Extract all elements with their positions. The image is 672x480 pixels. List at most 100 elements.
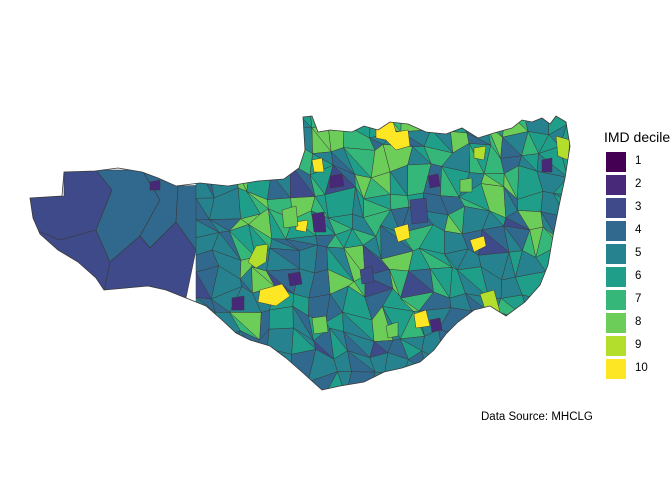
map-region — [482, 329, 511, 348]
legend-swatch-3 — [605, 197, 627, 219]
map-region — [195, 123, 214, 146]
map-region — [195, 318, 215, 342]
map-region — [507, 346, 530, 380]
legend-swatch-10 — [605, 358, 627, 380]
map-region — [268, 306, 294, 330]
legend-item: 10 — [605, 358, 672, 380]
legend-swatch-2 — [605, 174, 627, 196]
legend-label-1: 1 — [635, 155, 642, 167]
map-region — [500, 375, 522, 390]
map-region — [554, 327, 570, 363]
map-region — [240, 116, 256, 134]
map-region — [295, 219, 309, 233]
map-region — [195, 335, 210, 364]
legend-swatch-1 — [605, 151, 627, 173]
map-region — [230, 348, 252, 377]
map-region — [427, 173, 441, 189]
map-region — [232, 373, 259, 390]
legend-label-4: 4 — [635, 224, 642, 236]
map-region — [326, 116, 345, 125]
map-region — [195, 358, 211, 384]
map-region — [535, 348, 569, 375]
map-region — [232, 373, 260, 390]
data-source-caption: Data Source: MHCLG — [481, 411, 593, 423]
legend-item: 9 — [605, 335, 672, 357]
map-region — [385, 321, 399, 339]
map-region — [545, 373, 569, 390]
map-region — [429, 317, 443, 333]
map-region — [465, 351, 488, 376]
map-region — [195, 311, 216, 342]
map-region — [246, 348, 281, 379]
map-region — [253, 131, 274, 156]
map-region — [247, 243, 269, 269]
map-region — [504, 375, 530, 390]
legend-item: 3 — [605, 197, 672, 219]
map-region — [459, 373, 487, 390]
map-region — [447, 373, 467, 390]
map-region — [481, 346, 509, 377]
map-region — [255, 116, 275, 138]
legend-item: 7 — [605, 289, 672, 311]
map-region — [469, 235, 487, 253]
legend-label-5: 5 — [635, 247, 642, 259]
map-region — [208, 340, 231, 364]
map-region — [293, 125, 313, 155]
map-region — [559, 279, 570, 296]
map-region — [195, 116, 217, 130]
map-region — [400, 374, 428, 390]
map-region — [529, 318, 542, 334]
map-region — [465, 373, 488, 390]
map-region — [413, 309, 431, 329]
map-region — [559, 307, 570, 329]
map-region — [281, 205, 299, 229]
legend-item: 4 — [605, 220, 672, 242]
map-region — [246, 375, 281, 390]
legend-swatch-8 — [605, 312, 627, 334]
legend-swatch-7 — [605, 289, 627, 311]
map-region — [535, 331, 564, 350]
map-region — [559, 373, 570, 390]
map-region — [384, 371, 406, 390]
map-region — [209, 373, 235, 390]
map-region — [212, 123, 234, 150]
map-region — [195, 142, 214, 172]
map-region — [535, 294, 562, 320]
legend-swatch-5 — [605, 243, 627, 265]
map-region — [329, 173, 345, 189]
map-region — [270, 147, 291, 175]
map-region — [504, 346, 530, 379]
map-region — [213, 330, 241, 363]
map-region — [540, 317, 556, 335]
map-region — [393, 223, 411, 243]
map-region — [465, 356, 488, 376]
map-region — [443, 356, 467, 379]
map-region — [254, 116, 274, 138]
map-region — [232, 132, 255, 156]
map-region — [409, 197, 429, 225]
map-region — [212, 116, 237, 134]
map-region — [528, 348, 547, 379]
map-region — [556, 235, 570, 254]
map-region — [473, 145, 487, 161]
legend-item: 2 — [605, 174, 672, 196]
map-region — [539, 332, 564, 350]
legend-item: 1 — [605, 151, 672, 173]
map-region — [149, 179, 161, 191]
map-region — [273, 125, 296, 144]
map-region — [459, 177, 473, 193]
legend-label-2: 2 — [635, 178, 642, 190]
map-region — [209, 362, 234, 384]
legend-label-10: 10 — [635, 362, 648, 374]
map-region — [311, 157, 325, 173]
legend-label-3: 3 — [635, 201, 642, 213]
legend-item: 8 — [605, 312, 672, 334]
map-region — [470, 310, 490, 331]
map-region — [423, 374, 449, 390]
map-region — [521, 294, 541, 322]
map-region — [235, 131, 256, 156]
legend-label-6: 6 — [635, 270, 642, 282]
map-region — [253, 147, 272, 175]
map-region — [528, 373, 548, 390]
